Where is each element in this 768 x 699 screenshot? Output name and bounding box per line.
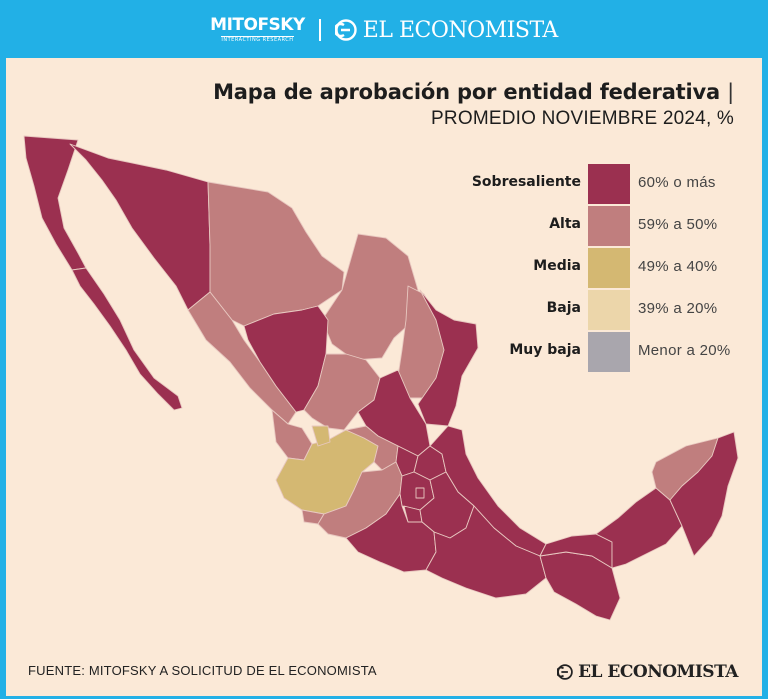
footer-wordmark: EL ECONOMISTA (578, 662, 738, 682)
legend-range: Menor a 20% (638, 342, 731, 359)
footer-el-economista-logo: EL ECONOMISTA (557, 662, 738, 682)
header-divider (318, 19, 321, 41)
legend-item-media: Media 49% a 40% (406, 248, 756, 290)
el-economista-icon (557, 664, 573, 680)
map-title: Mapa de aprobación por entidad federativ… (213, 80, 734, 104)
state-campeche (595, 487, 683, 569)
state-tamaulipas (417, 289, 479, 427)
legend-swatch (588, 248, 630, 288)
el-economista-icon (334, 19, 357, 41)
state-baja-california (23, 135, 87, 271)
legend-range: 59% a 50% (638, 216, 718, 233)
state-coahuila (321, 233, 419, 361)
legend-item-baja: Baja 39% a 20% (406, 290, 756, 332)
el-economista-wordmark: EL ECONOMISTA (362, 17, 559, 43)
legend-swatch (588, 206, 630, 246)
legend-range: 49% a 40% (638, 258, 718, 275)
legend-item-muy-baja: Muy baja Menor a 20% (406, 332, 756, 374)
state-aguascalientes (311, 425, 331, 447)
map-legend: Sobresaliente 60% o más Alta 59% a 50% M… (406, 164, 756, 374)
mitofsky-brand: MITOFSKY (210, 15, 305, 35)
state-quintana-roo (669, 431, 739, 557)
state-zacatecas (303, 353, 381, 431)
el-economista-logo: EL ECONOMISTA (334, 17, 559, 43)
legend-label: Media (533, 258, 581, 274)
source-note: FUENTE: MITOFSKY A SOLICITUD DE EL ECONO… (28, 663, 377, 678)
legend-label: Alta (549, 216, 581, 232)
mitofsky-tagline: INTERACTING RESEARCH (221, 36, 294, 43)
state-baja-california-sur (71, 267, 183, 411)
mexico-map (23, 135, 739, 621)
legend-range: 60% o más (638, 174, 716, 191)
map-title-block: Mapa de aprobación por entidad federativ… (213, 80, 734, 130)
legend-label: Muy baja (509, 342, 581, 358)
legend-swatch (588, 164, 630, 204)
content-panel: Mapa de aprobación por entidad federativ… (6, 58, 762, 696)
legend-item-sobresaliente: Sobresaliente 60% o más (406, 164, 756, 206)
title-separator: | (727, 80, 734, 104)
legend-range: 39% a 20% (638, 300, 718, 317)
legend-swatch (588, 290, 630, 330)
map-title-text: Mapa de aprobación por entidad federativ… (213, 80, 720, 104)
legend-item-alta: Alta 59% a 50% (406, 206, 756, 248)
legend-swatch (588, 332, 630, 372)
state-guerrero (345, 493, 437, 573)
mitofsky-logo: MITOFSKY INTERACTING RESEARCH (210, 17, 305, 43)
state-chihuahua (207, 181, 345, 327)
state-sonora (69, 143, 211, 311)
header-bar: MITOFSKY INTERACTING RESEARCH EL ECONOMI… (0, 0, 768, 60)
map-subtitle: PROMEDIO NOVIEMBRE 2024, % (431, 108, 734, 129)
state-cdmx (415, 487, 425, 499)
legend-label: Sobresaliente (471, 174, 581, 190)
legend-label: Baja (546, 300, 581, 316)
